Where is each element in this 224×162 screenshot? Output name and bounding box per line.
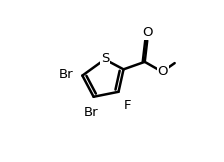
Text: F: F [123, 99, 131, 112]
Text: O: O [157, 65, 168, 78]
Text: O: O [142, 26, 153, 39]
Text: Br: Br [84, 105, 98, 119]
Text: S: S [101, 52, 109, 65]
Text: Br: Br [58, 68, 73, 81]
